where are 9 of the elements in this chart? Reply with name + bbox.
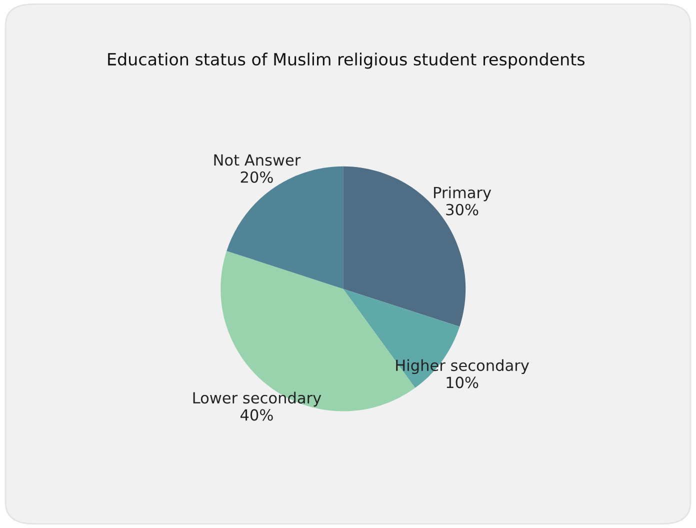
- data-label: 20%: [240, 171, 273, 183]
- slice-label: Not Answer: [214, 154, 301, 166]
- chart-title: Education status of Muslim religious student respondents: [108, 52, 585, 69]
- pie-slice: [226, 166, 344, 289]
- data-label: 40%: [240, 409, 273, 421]
- slice-label: Lower secondary: [193, 392, 322, 407]
- data-label: 30%: [446, 204, 478, 216]
- slice-label: Primary: [434, 186, 492, 202]
- data-label: 10%: [446, 376, 478, 388]
